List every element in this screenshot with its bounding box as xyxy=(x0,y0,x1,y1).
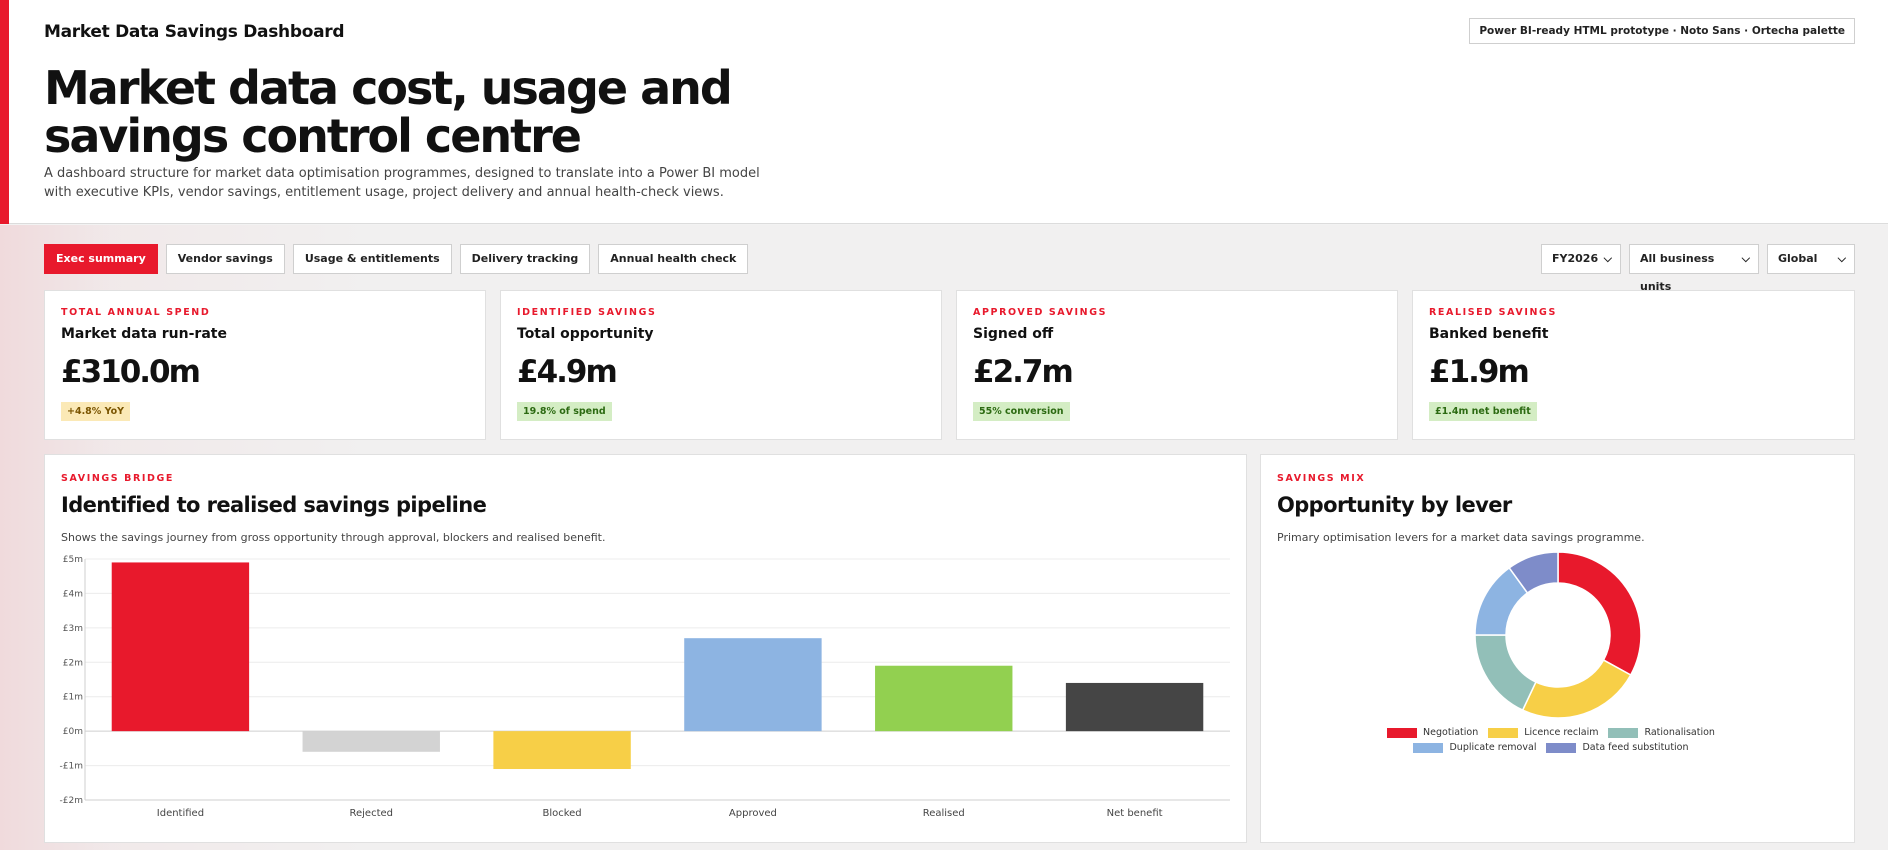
panel-eyebrow: SAVINGS BRIDGE xyxy=(61,473,174,484)
kpi-card-total-spend: TOTAL ANNUAL SPEND Market data run-rate … xyxy=(44,290,486,440)
kpi-badge: +4.8% YoY xyxy=(61,402,131,421)
kpi-card-approved-savings: APPROVED SAVINGS Signed off £2.7m 55% co… xyxy=(956,290,1398,440)
kpi-label: Banked benefit xyxy=(1429,326,1549,342)
legend-item[interactable]: Rationalisation xyxy=(1608,727,1715,738)
panel-subtitle: Shows the savings journey from gross opp… xyxy=(61,531,606,544)
kpi-eyebrow: TOTAL ANNUAL SPEND xyxy=(61,307,211,318)
kpi-eyebrow: IDENTIFIED SAVINGS xyxy=(517,307,657,318)
kpi-value: £310.0m xyxy=(61,354,201,390)
bar-realised[interactable] xyxy=(875,665,1013,732)
legend-swatch xyxy=(1546,742,1577,753)
legend-item[interactable]: Data feed substitution xyxy=(1546,742,1689,753)
legend-item[interactable]: Licence reclaim xyxy=(1488,727,1598,738)
legend-label: Negotiation xyxy=(1423,727,1479,738)
slice-negotiation[interactable] xyxy=(1557,551,1642,677)
legend-swatch xyxy=(1413,742,1444,753)
chevron-down-icon: ⌵ xyxy=(1837,252,1846,265)
bar-net-benefit[interactable] xyxy=(1065,682,1204,732)
chart-legend: Negotiation Licence reclaim Rationalisatio… xyxy=(1331,727,1771,753)
kpi-value: £2.7m xyxy=(973,354,1074,390)
y-tick-label: £1m xyxy=(63,693,83,703)
slice-rationalisation[interactable] xyxy=(1474,634,1537,712)
bar-rejected[interactable] xyxy=(302,731,440,752)
panel-title: Identified to realised savings pipeline xyxy=(61,493,487,517)
kpi-badge: 55% conversion xyxy=(973,402,1070,421)
filter-bar: FY2026 ⌵ All business units ⌵ Global ⌵ xyxy=(1541,244,1855,293)
business-unit-select[interactable]: All business units ⌵ xyxy=(1629,244,1759,293)
legend-label: Rationalisation xyxy=(1644,727,1715,738)
x-tick-label: Identified xyxy=(157,808,204,819)
tab-vendor-savings[interactable]: Vendor savings xyxy=(165,244,285,274)
slice-licence-reclaim[interactable] xyxy=(1521,659,1632,719)
tab-delivery-tracking[interactable]: Delivery tracking xyxy=(459,244,591,274)
y-tick-label: £2m xyxy=(63,658,83,668)
x-tick-label: Realised xyxy=(923,808,965,819)
x-tick-label: Approved xyxy=(729,808,777,819)
tab-annual-health-check[interactable]: Annual health check xyxy=(598,244,749,274)
chevron-down-icon: ⌵ xyxy=(1741,252,1750,265)
legend-item[interactable]: Duplicate removal xyxy=(1413,742,1536,753)
panel-title: Opportunity by lever xyxy=(1277,493,1512,517)
kpi-value: £4.9m xyxy=(517,354,618,390)
x-tick-label: Rejected xyxy=(349,808,393,819)
legend-label: Data feed substitution xyxy=(1582,742,1689,753)
y-tick-label: -£1m xyxy=(60,762,83,772)
y-tick-label: £5m xyxy=(63,555,83,565)
year-select-value: FY2026 xyxy=(1552,252,1599,265)
kpi-label: Total opportunity xyxy=(517,326,654,342)
opportunity-by-lever-chart xyxy=(1474,551,1642,719)
region-select[interactable]: Global ⌵ xyxy=(1767,244,1855,274)
kpi-label: Market data run-rate xyxy=(61,326,227,342)
kpi-value: £1.9m xyxy=(1429,354,1530,390)
chevron-down-icon: ⌵ xyxy=(1603,252,1612,265)
x-tick-label: Blocked xyxy=(542,808,581,819)
y-tick-label: -£2m xyxy=(60,796,83,806)
kpi-label: Signed off xyxy=(973,326,1054,342)
legend-swatch xyxy=(1488,727,1519,738)
y-tick-label: £0m xyxy=(63,727,83,737)
legend-swatch xyxy=(1387,727,1418,738)
accent-bar xyxy=(0,0,9,224)
savings-bridge-panel: SAVINGS BRIDGE Identified to realised sa… xyxy=(44,454,1247,843)
savings-mix-panel: SAVINGS MIX Opportunity by lever Primary… xyxy=(1260,454,1855,843)
region-select-value: Global xyxy=(1778,252,1818,265)
legend-swatch xyxy=(1608,727,1639,738)
prototype-badge: Power BI-ready HTML prototype · Noto San… xyxy=(1469,18,1855,44)
page-title: Market data cost, usage and savings cont… xyxy=(44,61,733,163)
header: Market Data Savings Dashboard Power BI-r… xyxy=(0,0,1888,224)
kpi-eyebrow: REALISED SAVINGS xyxy=(1429,307,1557,318)
legend-label: Licence reclaim xyxy=(1524,727,1599,738)
panel-eyebrow: SAVINGS MIX xyxy=(1277,473,1366,484)
y-tick-label: £4m xyxy=(63,589,83,599)
page-subtitle: A dashboard structure for market data op… xyxy=(44,166,760,200)
app-title: Market Data Savings Dashboard xyxy=(44,22,345,42)
bar-approved[interactable] xyxy=(684,638,822,732)
kpi-card-realised-savings: REALISED SAVINGS Banked benefit £1.9m £1… xyxy=(1412,290,1855,440)
business-unit-select-value: All business units xyxy=(1640,252,1715,293)
bar-blocked[interactable] xyxy=(493,731,631,770)
kpi-card-identified-savings: IDENTIFIED SAVINGS Total opportunity £4.… xyxy=(500,290,942,440)
x-tick-label: Net benefit xyxy=(1107,808,1163,819)
legend-label: Duplicate removal xyxy=(1449,742,1537,753)
year-select[interactable]: FY2026 ⌵ xyxy=(1541,244,1621,274)
y-tick-label: £3m xyxy=(63,624,83,634)
kpi-badge: 19.8% of spend xyxy=(517,402,612,421)
bar-identified[interactable] xyxy=(111,562,250,732)
tab-bar: Exec summary Vendor savings Usage & enti… xyxy=(44,244,749,274)
panel-subtitle: Primary optimisation levers for a market… xyxy=(1277,531,1645,544)
savings-bridge-chart: £5m £4m £3m £2m £1m £0m -£1m -£2m Identified Reje… xyxy=(60,555,1230,819)
tab-exec-summary[interactable]: Exec summary xyxy=(44,244,158,274)
kpi-badge: £1.4m net benefit xyxy=(1429,402,1537,421)
slice-data-feed-substitution[interactable] xyxy=(1508,551,1559,594)
kpi-eyebrow: APPROVED SAVINGS xyxy=(973,307,1108,318)
tab-usage-entitlements[interactable]: Usage & entitlements xyxy=(292,244,452,274)
legend-item[interactable]: Negotiation xyxy=(1387,727,1478,738)
